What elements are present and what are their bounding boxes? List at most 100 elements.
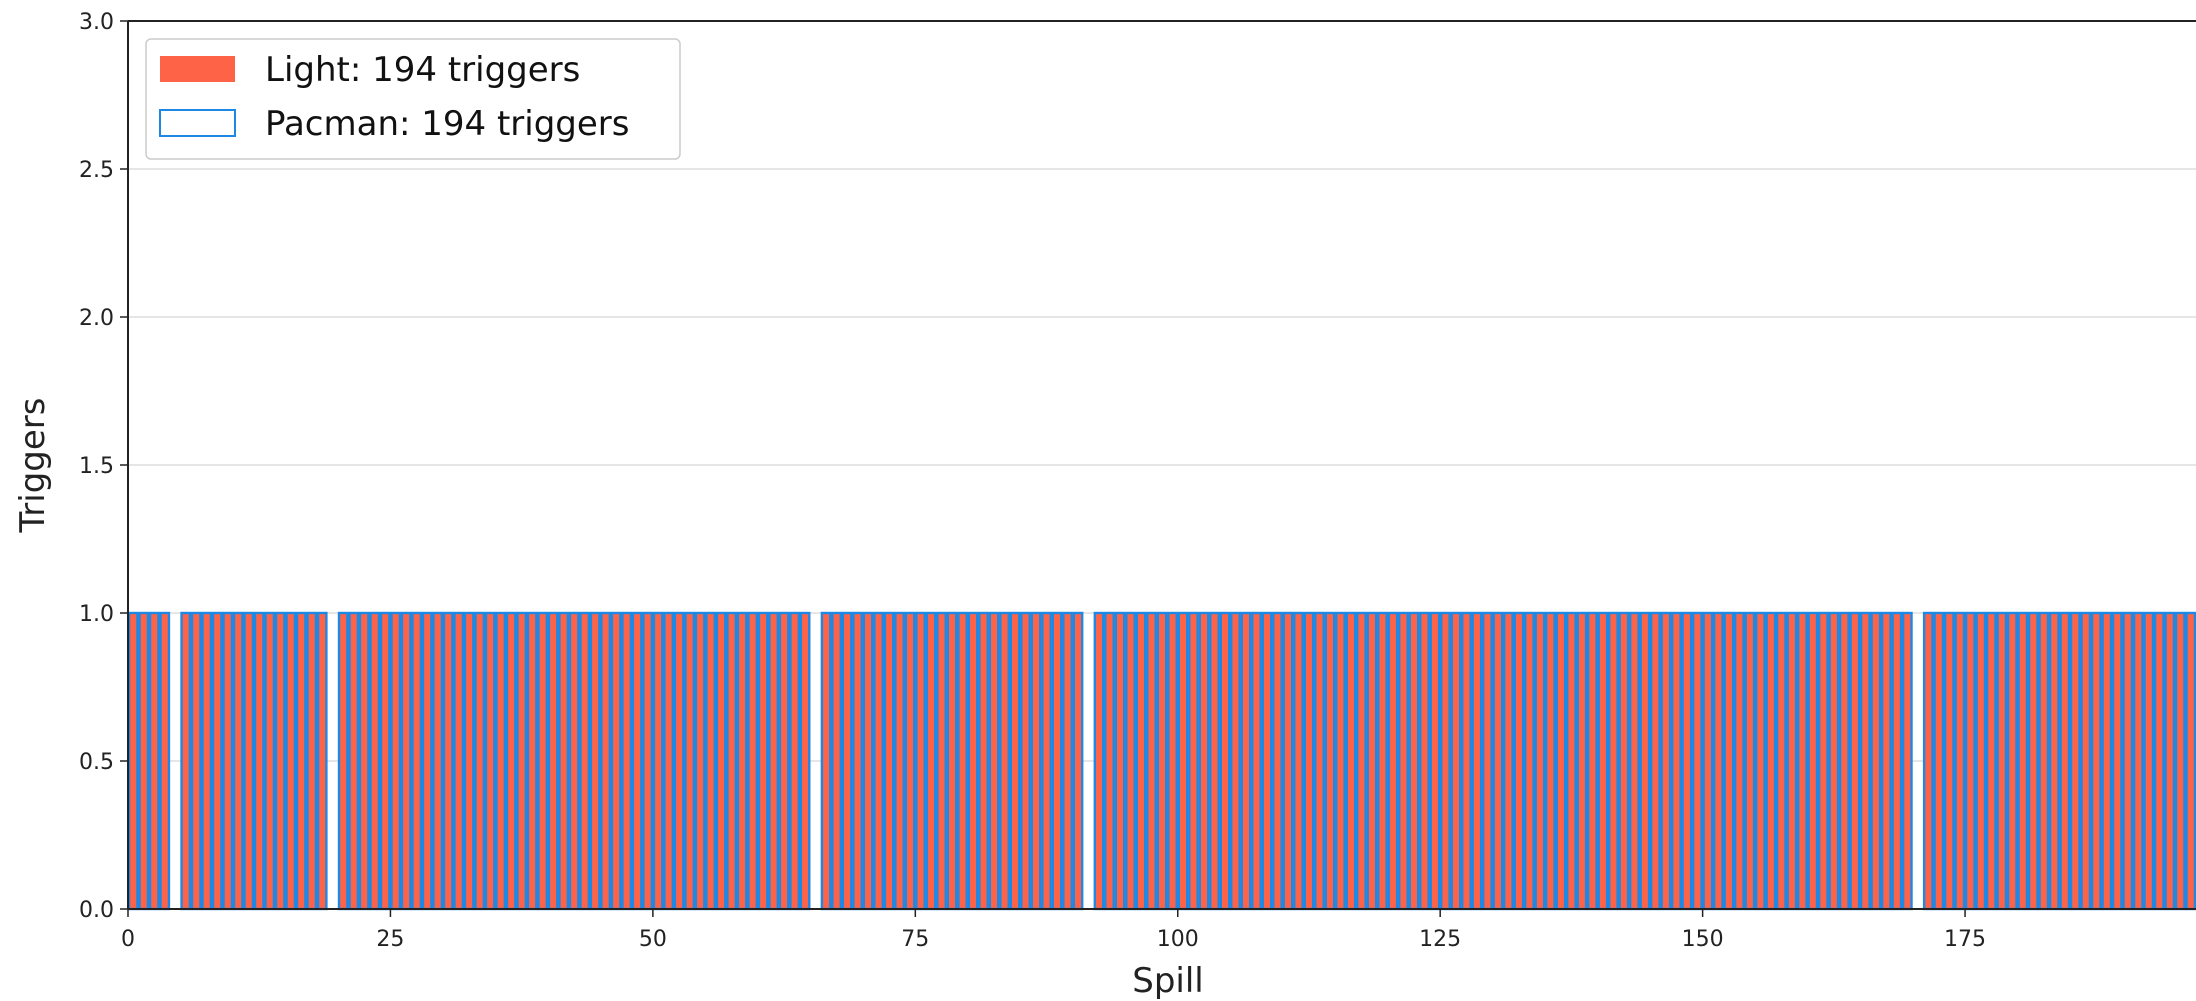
bar-light [611,613,621,909]
bar-light [485,613,495,909]
bar-light [475,613,484,909]
bar-light [1126,613,1135,909]
bar-light [821,613,831,909]
bar-light [2060,613,2069,909]
bar-light [842,613,852,909]
bar-light [527,613,537,909]
bar-light [202,613,211,909]
bar-light [1483,613,1492,909]
bar-light [979,613,988,909]
bar-light [1651,613,1660,909]
bar-light [1231,613,1240,909]
bar-light [695,613,705,909]
y-axis-label: Triggers [13,398,53,534]
bar-light [338,613,348,909]
bar-light [1273,613,1282,909]
bar-light [1493,613,1503,909]
bar-light [1472,613,1482,909]
bar-light [1546,613,1555,909]
bar-light [213,613,222,909]
legend-frame [145,38,681,160]
bar-light [517,613,526,909]
bar-light [601,613,610,909]
bar-light [433,613,442,909]
bar-light [464,613,474,909]
y-tick-label: 2.0 [79,306,114,331]
bar-light [223,613,232,909]
bar-light [1409,613,1419,909]
bar-light [874,613,883,909]
bar-light [1556,613,1566,909]
bar-light [1210,613,1219,909]
bar-light [884,613,894,909]
bar-light [2155,613,2164,909]
bar-light [559,613,568,909]
y-ticks: 0.0 0.5 1.0 1.5 2.0 2.5 3.0 [79,10,128,923]
bar-light [622,613,631,909]
bar-light [1682,613,1692,909]
bar-light [129,613,138,909]
bar-light [443,613,453,909]
bar-light [1525,613,1534,909]
bar-light [1693,613,1702,909]
x-tick-label: 25 [376,927,404,952]
bar-light [1388,613,1398,909]
bar-light [1787,613,1797,909]
bar-light [2165,613,2174,909]
bar-light [580,613,589,909]
bar-light [1892,613,1902,909]
bar-light [2102,613,2111,909]
bar-light [1871,613,1881,909]
bar-light [1021,613,1030,909]
bar-light [926,613,936,909]
bar-light [2176,613,2185,909]
bar-light [1955,613,1965,909]
x-axis-label: Spill [1132,961,1204,1001]
bar-light [1042,613,1051,909]
bar-light [1000,613,1009,909]
bar-light [1168,613,1177,909]
bar-light [1430,613,1440,909]
bar-light [538,613,547,909]
bar-light [832,613,841,909]
y-tick-label: 1.0 [79,602,114,627]
bar-light [1567,613,1576,909]
bar-light [958,613,967,909]
bar-light [1819,613,1828,909]
bars [127,611,2196,911]
bar-light [905,613,915,909]
bar-light [1420,613,1429,909]
bar-light [276,613,285,909]
bar-light [1325,613,1335,909]
bar-light [1189,613,1198,909]
bar-light [1073,613,1083,909]
bar-light [989,613,999,909]
bar-light [1724,613,1734,909]
bar-light [643,613,652,909]
x-tick-label: 150 [1682,927,1724,952]
bar-light [370,613,379,909]
bar-light [1052,613,1062,909]
bar-light [1315,613,1324,909]
bar-light [1976,613,1986,909]
y-tick-label: 0.5 [79,750,114,775]
bar-light [401,613,411,909]
bar-light [1178,613,1188,909]
bar-light [1997,613,2006,909]
bar-light [727,613,736,909]
bar-light [2113,613,2122,909]
bar-light [1703,613,1713,909]
bar-light [2029,613,2038,909]
bar-light [1714,613,1723,909]
bar-light [2186,613,2195,909]
bar-light [506,613,516,909]
bar-light [1136,613,1146,909]
bar-light [1241,613,1251,909]
x-tick-label: 175 [1944,927,1986,952]
bar-light [674,613,684,909]
bar-light [569,613,579,909]
bar-light [1924,613,1933,909]
bar-light [1157,613,1167,909]
bar-light [1934,613,1944,909]
